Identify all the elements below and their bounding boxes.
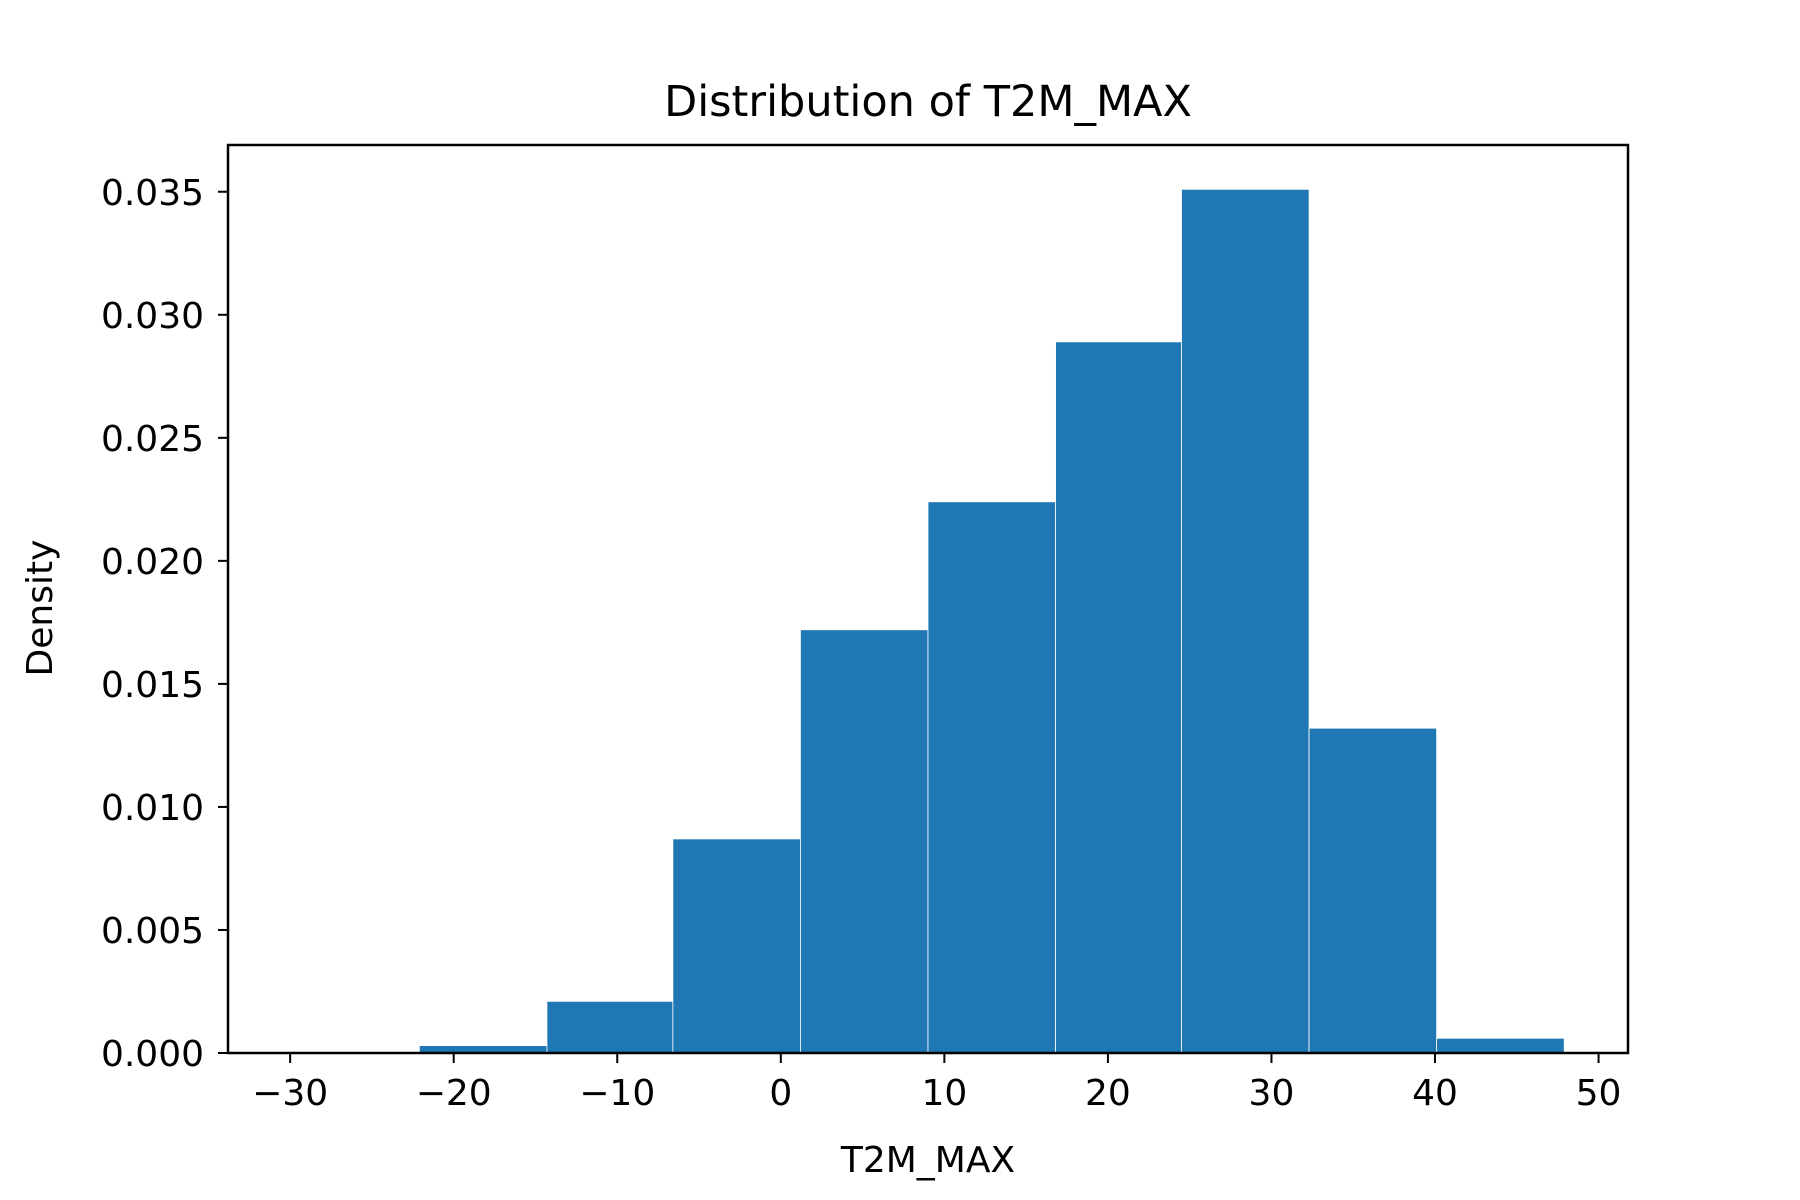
x-tick-label: −10 bbox=[579, 1073, 655, 1114]
x-tick-label: 10 bbox=[921, 1073, 967, 1114]
y-tick-label: 0.025 bbox=[101, 419, 204, 460]
histogram-bar-6 bbox=[1055, 341, 1182, 1054]
x-tick-label: −30 bbox=[252, 1073, 328, 1114]
x-tick-label: 40 bbox=[1412, 1073, 1458, 1114]
y-tick-label: 0.010 bbox=[101, 788, 204, 829]
x-axis: −30 −20 −10 0 10 20 30 40 50 bbox=[252, 1053, 1621, 1114]
x-tick-label: 50 bbox=[1576, 1073, 1622, 1114]
bars-group bbox=[418, 188, 1565, 1054]
y-axis-label: Density bbox=[20, 540, 61, 677]
y-tick-label: 0.030 bbox=[101, 296, 204, 337]
histogram-bar-9 bbox=[1436, 1037, 1565, 1054]
chart-title: Distribution of T2M_MAX bbox=[664, 77, 1192, 127]
y-tick-label: 0.020 bbox=[101, 542, 204, 583]
plot-frame bbox=[226, 143, 1630, 1055]
x-tick-label: 0 bbox=[769, 1073, 792, 1114]
histogram-bar-3 bbox=[672, 838, 801, 1054]
histogram-bar-8 bbox=[1308, 727, 1438, 1054]
y-tick-label: 0.000 bbox=[101, 1034, 204, 1075]
histogram-bar-5 bbox=[927, 501, 1056, 1054]
y-tick-label: 0.015 bbox=[101, 665, 204, 706]
histogram-bar-2 bbox=[546, 1000, 674, 1054]
x-tick-label: 20 bbox=[1085, 1073, 1131, 1114]
histogram-bar-7 bbox=[1181, 188, 1310, 1054]
x-tick-label: 30 bbox=[1249, 1073, 1295, 1114]
x-axis-label: T2M_MAX bbox=[840, 1140, 1015, 1181]
y-tick-label: 0.035 bbox=[101, 173, 204, 214]
histogram-bar-4 bbox=[800, 629, 929, 1054]
y-axis: 0.000 0.005 0.010 0.015 0.020 0.025 0.030 0.035 bbox=[101, 173, 228, 1075]
x-tick-label: −20 bbox=[416, 1073, 492, 1114]
y-tick-label: 0.005 bbox=[101, 911, 204, 952]
